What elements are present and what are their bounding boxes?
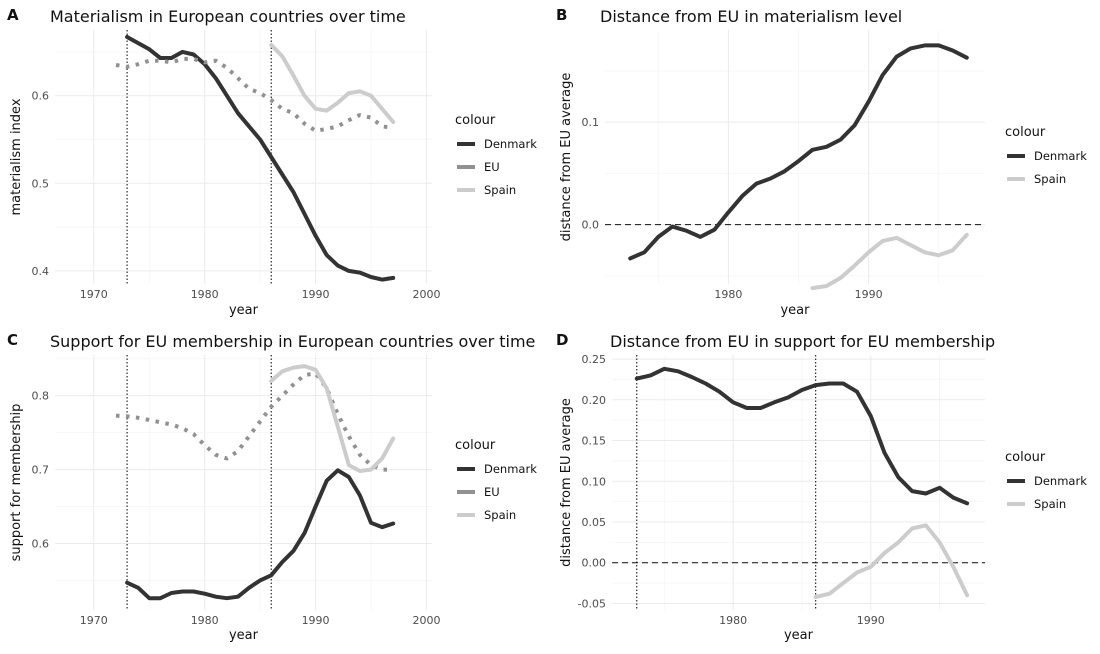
y-tick-label: 0.7: [32, 464, 50, 477]
x-tick-label: 1980: [191, 614, 219, 627]
gridlines: [55, 30, 432, 284]
panel-a: 1970 1980 1990 2000 0.4 0.5 0.6 year materialism…: [7, 6, 537, 318]
panel-letter: A: [7, 6, 19, 24]
legend: colour Denmark EU Spain: [455, 113, 537, 197]
gridlines: [55, 355, 432, 610]
legend-label: Spain: [1034, 172, 1066, 186]
x-axis-label: year: [229, 303, 259, 318]
x-tick-label: 2000: [412, 614, 440, 627]
series-line-spain: [813, 523, 970, 599]
chart-title: Distance from EU in materialism level: [600, 7, 902, 26]
panel-letter: D: [556, 331, 568, 349]
gridlines: [612, 355, 985, 610]
y-tick-label: 0.6: [32, 537, 50, 550]
x-tick-label: 1980: [719, 614, 747, 627]
panel-letter: C: [7, 331, 18, 349]
series-line-denmark: [125, 35, 396, 282]
series-line-eu: [115, 56, 394, 133]
y-axis-label: distance from EU average: [559, 398, 574, 567]
legend: colour Denmark EU Spain: [455, 438, 537, 522]
y-tick-label: 0.1: [582, 116, 600, 129]
chart-title: Materialism in European countries over t…: [50, 7, 406, 26]
y-axis-label: support for membership: [9, 404, 24, 562]
legend-label: EU: [484, 160, 500, 174]
legend-label: EU: [484, 485, 500, 499]
y-tick-label: 0.5: [32, 177, 50, 190]
y-tick-label: 0.4: [32, 265, 50, 278]
x-tick-label: 1990: [855, 288, 883, 301]
x-tick-label: 2000: [412, 288, 440, 301]
panel-d: 1980 1990 -0.05 0.00 0.05 0.10 0.15 0.20 0.25 yea…: [556, 331, 1087, 643]
legend-label: Denmark: [1034, 149, 1087, 163]
legend-label: Spain: [1034, 497, 1066, 511]
legend-title: colour: [1005, 450, 1046, 465]
chart-title: Distance from EU in support for EU membe…: [610, 332, 995, 351]
y-tick-label: 0.10: [582, 475, 607, 488]
x-tick-label: 1990: [857, 614, 885, 627]
y-tick-label: 0.00: [582, 557, 607, 570]
legend-title: colour: [455, 113, 496, 128]
x-tick-label: 1990: [302, 614, 330, 627]
y-tick-label: 0.05: [582, 516, 607, 529]
y-tick-label: 0.15: [582, 435, 607, 448]
x-tick-label: 1970: [80, 614, 108, 627]
legend-title: colour: [1005, 125, 1046, 140]
x-axis-label: year: [784, 628, 814, 643]
series-line-spain: [269, 42, 396, 124]
legend: colour Denmark Spain: [1005, 450, 1087, 511]
panel-letter: B: [556, 6, 567, 24]
x-tick-label: 1980: [714, 288, 742, 301]
series-line-spain: [269, 364, 396, 473]
series-line-denmark: [125, 468, 396, 601]
legend-label: Spain: [484, 508, 516, 522]
chart-title: Support for EU membership in European co…: [50, 332, 535, 351]
series-line-spain: [810, 232, 969, 291]
legend-title: colour: [455, 438, 496, 453]
y-tick-label: -0.05: [578, 597, 606, 610]
legend-label: Denmark: [484, 137, 537, 151]
panel-c: 1970 1980 1990 2000 0.6 0.7 0.8 year support for…: [7, 331, 537, 643]
y-axis-label: materialism index: [9, 98, 24, 215]
legend-label: Denmark: [484, 462, 537, 476]
y-axis-label: distance from EU average: [559, 73, 574, 242]
y-tick-label: 0.8: [32, 390, 50, 403]
x-axis-label: year: [780, 303, 810, 318]
x-tick-label: 1990: [302, 288, 330, 301]
y-tick-label: 0.25: [582, 353, 607, 366]
x-tick-label: 1970: [80, 288, 108, 301]
x-tick-label: 1980: [191, 288, 219, 301]
legend-label: Denmark: [1034, 474, 1087, 488]
legend: colour Denmark Spain: [1005, 125, 1087, 186]
y-tick-label: 0.20: [582, 394, 607, 407]
legend-label: Spain: [484, 183, 516, 197]
y-tick-label: 0.0: [582, 219, 600, 232]
panel-b: 1980 1990 0.0 0.1 year distance from EU avera…: [556, 6, 1087, 318]
series-line-denmark: [634, 366, 970, 506]
x-axis-label: year: [229, 628, 259, 643]
series-line-eu: [115, 371, 394, 472]
y-tick-label: 0.6: [32, 90, 50, 103]
gridlines: [605, 30, 985, 284]
series-line-denmark: [628, 43, 969, 261]
